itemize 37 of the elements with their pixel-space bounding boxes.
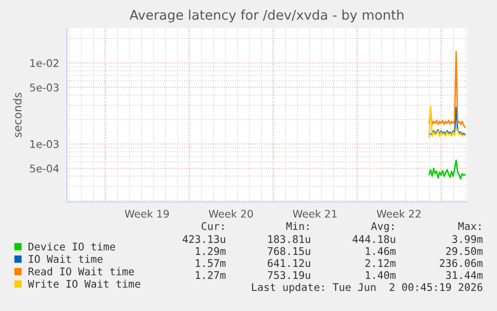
text: 444.18u — [352, 235, 396, 244]
chart-title: Average latency for /dev/xvda - by month — [130, 10, 404, 22]
text: 3.99m — [452, 235, 483, 244]
x-tick-label: Week 19 — [124, 210, 169, 218]
text: Avg: — [371, 222, 394, 232]
legend-label: Write IO Wait time — [28, 280, 140, 288]
legend-label: Device IO time — [28, 242, 116, 250]
legend-label: Read IO Wait time — [28, 267, 134, 276]
x-tick-label: Week 21 — [292, 210, 337, 218]
text: 1.57m — [196, 259, 226, 268]
y-tick-label: 5e-04 — [30, 164, 59, 172]
y-axis-title: seconds — [13, 92, 22, 138]
legend-label: IO Wait time — [28, 254, 103, 263]
y-tick-label: 1e-02 — [30, 59, 58, 68]
text: Max: — [458, 222, 480, 230]
x-tick-label: Week 22 — [376, 210, 421, 218]
text: 183.81u — [268, 235, 310, 244]
text: 236.06m — [440, 259, 483, 268]
text: 768.15u — [268, 247, 310, 256]
text: 423.13u — [182, 235, 226, 244]
text: 753.19u — [268, 271, 310, 280]
text: 1.40m — [366, 271, 396, 280]
text: 31.44m — [446, 271, 483, 280]
x-tick-label: Week 20 — [208, 210, 253, 218]
line-series — [428, 50, 466, 128]
y-tick-label: 5e-03 — [30, 84, 59, 92]
line-series — [428, 160, 466, 180]
text: 1.27m — [196, 271, 226, 279]
text: Last update: Tue Jun 2 00:45:19 2026 — [252, 282, 482, 294]
text: 29.50m — [446, 247, 483, 256]
text: 2.12m — [365, 259, 396, 267]
text: 1.46m — [366, 247, 396, 256]
text: 1.29m — [196, 247, 226, 256]
y-tick-label: 1e-03 — [30, 140, 59, 148]
text: Min: — [286, 222, 308, 230]
text: 641.12u — [268, 259, 310, 268]
text: Cur: — [202, 222, 224, 230]
